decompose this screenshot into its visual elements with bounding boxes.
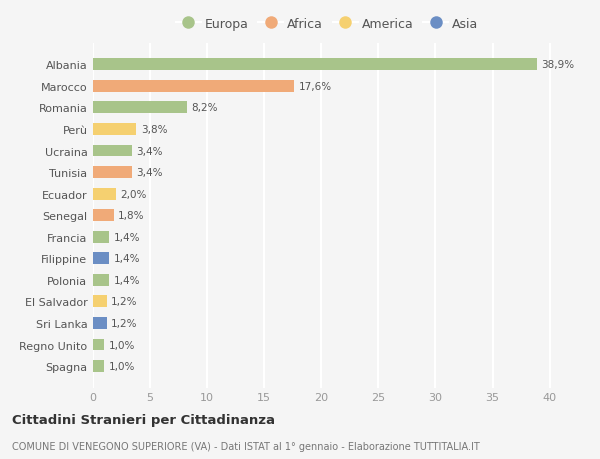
Text: 1,4%: 1,4% — [113, 232, 140, 242]
Text: 1,2%: 1,2% — [111, 318, 138, 328]
Bar — [93, 167, 132, 179]
Bar — [93, 102, 187, 114]
Text: 2,0%: 2,0% — [121, 189, 147, 199]
Text: 1,4%: 1,4% — [113, 254, 140, 264]
Legend: Europa, Africa, America, Asia: Europa, Africa, America, Asia — [176, 17, 478, 30]
Bar — [93, 253, 109, 265]
Bar — [93, 59, 537, 71]
Text: 8,2%: 8,2% — [191, 103, 218, 113]
Text: 1,0%: 1,0% — [109, 361, 136, 371]
Text: 3,4%: 3,4% — [136, 146, 163, 156]
Text: 38,9%: 38,9% — [542, 60, 575, 70]
Text: 1,2%: 1,2% — [111, 297, 138, 307]
Bar — [93, 210, 113, 222]
Bar — [93, 317, 107, 329]
Bar — [93, 124, 136, 135]
Bar — [93, 188, 116, 200]
Bar — [93, 146, 132, 157]
Text: 3,4%: 3,4% — [136, 168, 163, 178]
Text: COMUNE DI VENEGONO SUPERIORE (VA) - Dati ISTAT al 1° gennaio - Elaborazione TUTT: COMUNE DI VENEGONO SUPERIORE (VA) - Dati… — [12, 441, 480, 451]
Bar — [93, 274, 109, 286]
Text: 1,4%: 1,4% — [113, 275, 140, 285]
Text: 1,8%: 1,8% — [118, 211, 145, 221]
Bar — [93, 360, 104, 372]
Text: Cittadini Stranieri per Cittadinanza: Cittadini Stranieri per Cittadinanza — [12, 413, 275, 426]
Text: 17,6%: 17,6% — [298, 82, 332, 92]
Bar — [93, 81, 294, 93]
Bar — [93, 339, 104, 351]
Text: 1,0%: 1,0% — [109, 340, 136, 350]
Bar — [93, 296, 107, 308]
Text: 3,8%: 3,8% — [141, 125, 167, 134]
Bar — [93, 231, 109, 243]
